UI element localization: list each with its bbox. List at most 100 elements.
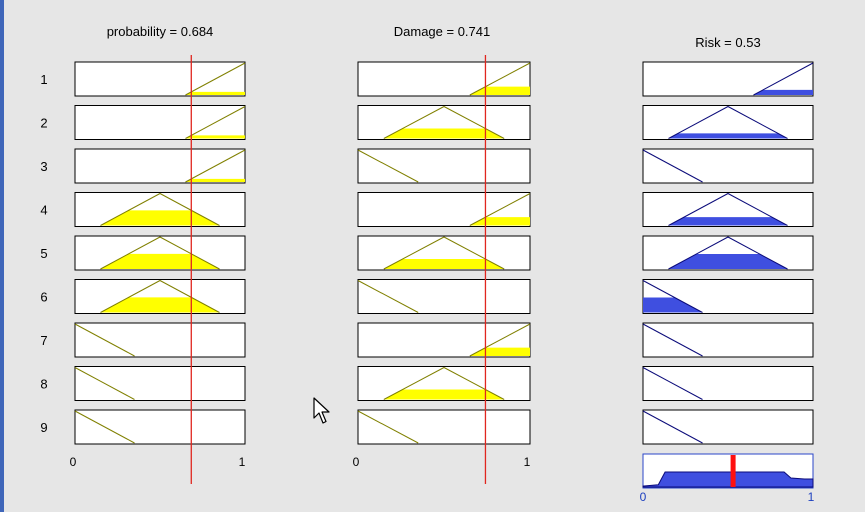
probability-mf-fill: [185, 135, 245, 139]
probability-mf-curve: [74, 323, 135, 357]
risk-mf-box: [642, 366, 814, 401]
risk-mf-curve: [642, 367, 703, 400]
probability-mf-fill: [185, 178, 245, 182]
risk-axis-max: 1: [808, 490, 815, 504]
damage-mf-curve: [357, 149, 419, 183]
probability-mf-curve: [185, 149, 246, 183]
damage-rule-5-cell: [357, 235, 531, 271]
probability-mf-fill: [100, 210, 220, 226]
probability-axis-min: 0: [70, 455, 77, 469]
window-left-border: [0, 0, 4, 512]
probability-mf-box: [74, 61, 246, 97]
probability-mf-box: [74, 192, 246, 227]
probability-mf-fill: [100, 253, 220, 269]
damage-axis-max: 1: [524, 455, 531, 469]
risk-mf-curve: [753, 62, 814, 96]
probability-mf-curve: [100, 236, 220, 270]
damage-mf-curve: [383, 236, 505, 270]
mouse-pointer-icon: [313, 397, 330, 424]
rule-number: 4: [40, 203, 47, 218]
damage-mf-curve: [357, 280, 419, 313]
damage-mf-curve: [383, 105, 505, 139]
probability-rule-3-cell: [74, 148, 246, 184]
probability-mf-box: [74, 409, 246, 445]
rule-number: 5: [40, 246, 47, 261]
rule-number: 9: [40, 420, 47, 435]
risk-rule-6-cell: [642, 279, 814, 314]
damage-rule-1-cell: [357, 61, 531, 97]
damage-mf-fill: [383, 128, 505, 139]
probability-mf-box: [74, 148, 246, 184]
risk-title: Risk = 0.53: [695, 35, 760, 50]
damage-mf-fill: [383, 259, 505, 269]
risk-rule-9-cell: [642, 409, 814, 445]
probability-mf-curve: [74, 367, 135, 400]
rule-number: 2: [40, 116, 47, 131]
rule-number: 7: [40, 333, 47, 348]
damage-mf-fill: [383, 389, 505, 400]
risk-mf-curve: [668, 236, 788, 270]
probability-rule-1-cell: [74, 61, 246, 97]
risk-mf-fill: [668, 253, 788, 269]
probability-rule-9-cell: [74, 409, 246, 445]
damage-mf-box: [357, 148, 531, 184]
risk-axis-min: 0: [640, 490, 647, 504]
damage-rule-2-cell: [357, 105, 531, 140]
damage-axis-min: 0: [353, 455, 360, 469]
damage-rule-4-cell: [357, 192, 531, 227]
probability-mf-box: [74, 279, 246, 314]
probability-mf-curve: [185, 62, 246, 96]
damage-mf-curve: [469, 323, 531, 357]
risk-mf-fill: [643, 297, 703, 313]
probability-mf-curve: [185, 106, 246, 139]
probability-axis-max: 1: [239, 455, 246, 469]
probability-rule-6-cell: [74, 279, 246, 314]
rule-number: 1: [40, 72, 47, 87]
risk-mf-fill: [668, 217, 788, 226]
probability-mf-curve: [100, 192, 220, 226]
rule-number: 3: [40, 159, 47, 174]
risk-mf-curve: [642, 323, 703, 357]
probability-rule-5-cell: [74, 235, 246, 271]
risk-rule-5-cell: [642, 235, 814, 271]
risk-mf-box: [642, 148, 814, 184]
risk-rule-2-cell: [642, 105, 814, 140]
risk-mf-fill: [668, 133, 788, 139]
probability-mf-box: [74, 366, 246, 401]
risk-mf-box: [642, 322, 814, 358]
probability-rule-7-cell: [74, 322, 246, 358]
risk-mf-fill: [753, 89, 813, 95]
risk-mf-curve: [642, 280, 703, 313]
rule-number: 8: [40, 377, 47, 392]
probability-title: probability = 0.684: [107, 24, 214, 39]
risk-aggregate-fill: [642, 471, 814, 488]
risk-result-marker: [730, 455, 736, 487]
risk-rule-3-cell: [642, 148, 814, 184]
probability-mf-curve: [74, 410, 135, 444]
probability-mf-fill: [185, 91, 245, 95]
risk-rule-7-cell: [642, 322, 814, 358]
rule-number: 6: [40, 290, 47, 305]
damage-mf-curve: [357, 410, 419, 444]
damage-mf-box: [357, 409, 531, 445]
damage-rule-6-cell: [357, 279, 531, 314]
risk-mf-box: [642, 409, 814, 445]
damage-mf-curve: [383, 366, 505, 400]
damage-rule-7-cell: [357, 322, 531, 358]
damage-rule-9-cell: [357, 409, 531, 445]
damage-mf-curve: [469, 193, 531, 226]
risk-mf-curve: [642, 149, 703, 183]
probability-mf-box: [74, 322, 246, 358]
risk-rule-8-cell: [642, 366, 814, 401]
risk-mf-curve: [642, 410, 703, 444]
risk-rule-4-cell: [642, 192, 814, 227]
probability-rule-2-cell: [74, 105, 246, 140]
probability-mf-fill: [100, 297, 220, 313]
risk-mf-curve: [668, 192, 788, 226]
damage-rule-8-cell: [357, 366, 531, 401]
probability-mf-box: [74, 105, 246, 140]
damage-mf-box: [357, 279, 531, 314]
damage-title: Damage = 0.741: [394, 24, 490, 39]
probability-rule-4-cell: [74, 192, 246, 227]
